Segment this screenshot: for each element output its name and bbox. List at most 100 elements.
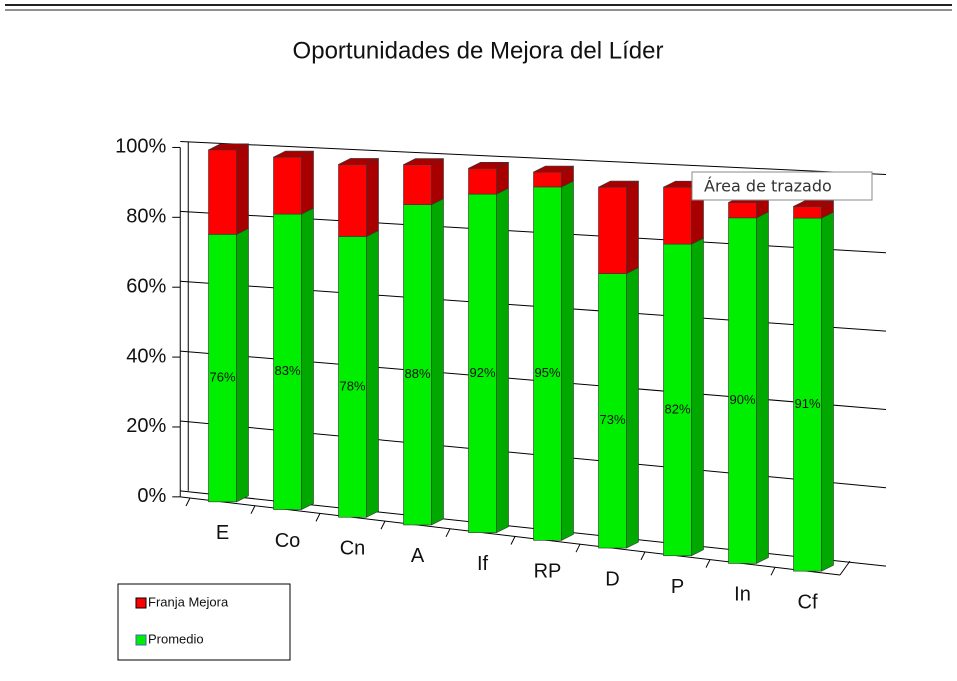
bar-front	[208, 234, 237, 503]
x-tick-label: Cf	[798, 591, 818, 613]
bar-front	[598, 186, 627, 274]
x-tick-label: If	[477, 553, 489, 575]
bar-side	[301, 150, 314, 215]
bar-top	[468, 162, 509, 169]
y-tick-label: 0%	[137, 485, 166, 507]
bar-front	[793, 217, 822, 572]
bar-segment	[793, 211, 834, 572]
bar-front	[403, 204, 432, 526]
x-tick	[770, 567, 776, 576]
bar-front	[663, 186, 692, 245]
tooltip-box	[691, 171, 873, 201]
data-label: 83%	[274, 363, 300, 378]
y-tick-label: 40%	[126, 345, 166, 367]
bar-front	[728, 217, 757, 564]
legend-label: Franja Mejora	[148, 594, 229, 609]
bar-front	[208, 149, 237, 235]
bar-segment	[208, 227, 249, 503]
bar-front	[273, 213, 302, 510]
data-label: 92%	[469, 365, 495, 380]
data-label: 95%	[534, 365, 560, 380]
bar-segment	[273, 150, 314, 215]
bar-front	[663, 243, 692, 557]
bar-front	[338, 236, 367, 518]
bar-segment	[338, 229, 379, 518]
x-tick	[380, 520, 386, 530]
bar-side	[431, 158, 444, 206]
bar-segment	[338, 157, 379, 237]
bar-front	[468, 193, 497, 533]
x-tick-label: P	[671, 576, 684, 598]
x-tick-label: D	[605, 568, 619, 590]
x-tick-label: In	[734, 584, 751, 606]
bar-top	[403, 158, 444, 165]
legend-swatch	[135, 634, 147, 646]
data-label: 90%	[729, 392, 755, 407]
grid-line	[180, 140, 887, 175]
bar-side	[301, 207, 314, 511]
x-tick	[575, 543, 581, 553]
data-label: 91%	[794, 396, 820, 411]
bar-front	[793, 206, 822, 219]
legend-label: Promedio	[148, 631, 204, 646]
bar-front	[533, 186, 562, 541]
floor-back	[839, 560, 851, 576]
bar-side	[236, 143, 249, 235]
y-tick-label: 60%	[126, 275, 166, 297]
bar-side	[626, 180, 639, 275]
bar-segment	[598, 180, 639, 275]
bar-segment	[403, 158, 444, 206]
bar-segment	[273, 207, 314, 511]
bar-side	[691, 237, 704, 557]
bar-segment	[728, 211, 769, 564]
bar-front	[533, 171, 562, 188]
data-label: 88%	[404, 366, 430, 381]
x-tick-label: Co	[275, 530, 301, 552]
bar-top	[598, 180, 639, 188]
x-tick-label: Cn	[340, 538, 366, 560]
y-tick-label: 100%	[115, 136, 166, 158]
bar-segment	[663, 237, 704, 557]
bar-side	[496, 187, 509, 534]
bar-side	[626, 267, 639, 549]
bar-top	[533, 165, 574, 173]
x-tick	[705, 559, 711, 568]
bar-segment	[208, 143, 249, 235]
bar-front	[338, 164, 367, 237]
x-tick-label: A	[411, 545, 425, 567]
y-tick-label: 80%	[126, 206, 166, 228]
bar-side	[366, 229, 379, 518]
bar-side	[431, 198, 444, 526]
data-label: 82%	[664, 401, 690, 416]
bar-segment	[533, 180, 574, 541]
x-tick	[250, 505, 256, 514]
tooltip-text: Área de trazado	[704, 177, 832, 196]
x-tick	[445, 528, 451, 538]
bar-side	[366, 157, 379, 237]
bar-front	[728, 202, 757, 219]
x-tick	[185, 497, 191, 507]
bar-top	[273, 150, 314, 158]
data-label: 76%	[209, 370, 235, 385]
data-label: 73%	[599, 412, 625, 427]
bar-front	[468, 168, 497, 195]
bar-top	[338, 158, 379, 165]
bar-side	[561, 180, 574, 541]
x-tick	[315, 513, 321, 522]
chart-title: Oportunidades de Mejora del Líder	[293, 37, 664, 64]
bar-front	[598, 273, 627, 549]
bar-side	[236, 227, 249, 503]
bar-front	[273, 156, 302, 215]
bar-segment	[468, 187, 509, 534]
x-tick	[510, 536, 516, 545]
y-tick-label: 20%	[126, 415, 166, 437]
legend-swatch	[135, 597, 147, 609]
bar-segment	[468, 161, 509, 195]
bar-segment	[533, 165, 574, 188]
x-tick-label: E	[216, 522, 229, 544]
bar-top	[208, 143, 249, 151]
bar-side	[821, 211, 834, 572]
bar-segment	[403, 198, 444, 526]
x-tick-label: RP	[534, 561, 562, 583]
